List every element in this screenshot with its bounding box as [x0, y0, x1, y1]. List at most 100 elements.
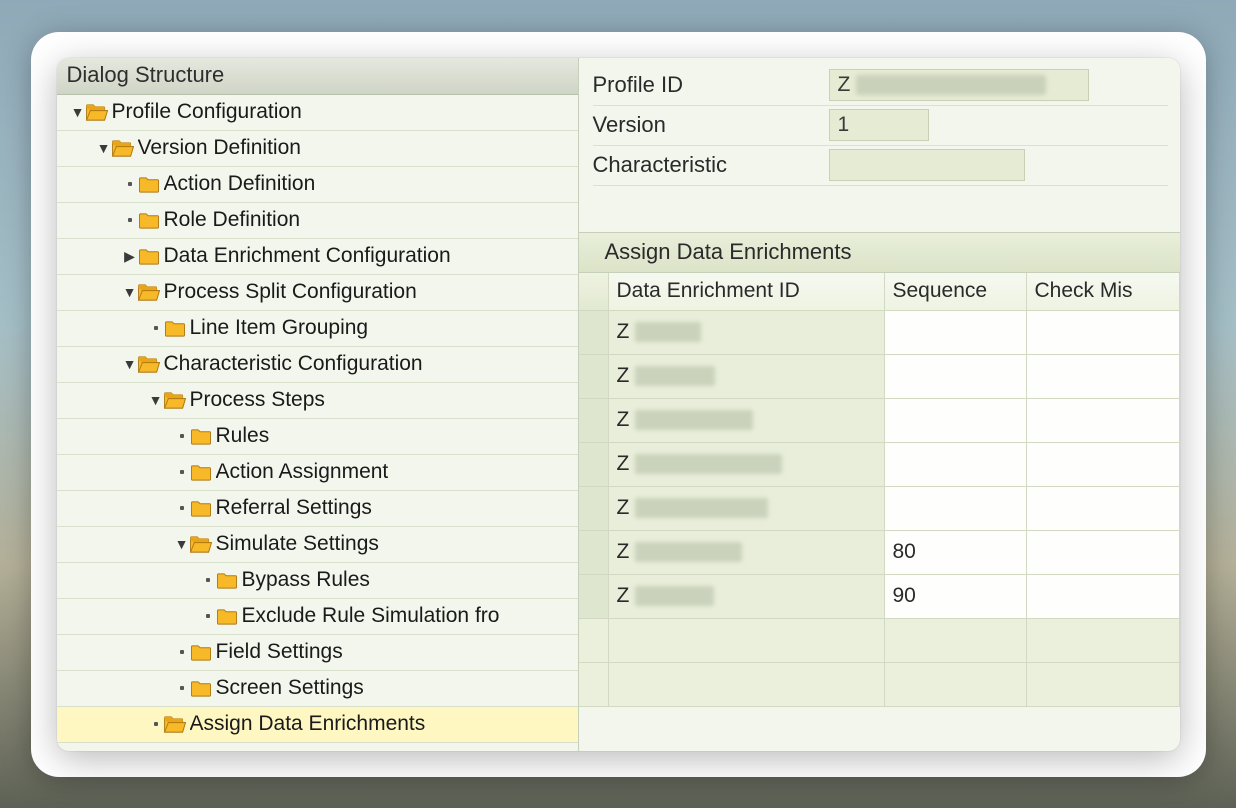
cell-sequence[interactable] — [885, 619, 1027, 662]
cell-sequence[interactable] — [885, 487, 1027, 530]
folder-icon — [189, 679, 213, 698]
tree-node[interactable]: ▶ Data Enrichment Configuration — [57, 239, 578, 275]
folder-open-icon — [189, 535, 213, 554]
cell-enrichment-id[interactable] — [609, 619, 885, 662]
cell-sequence[interactable] — [885, 399, 1027, 442]
tree-node-label: Role Definition — [164, 208, 301, 232]
grid-header-id[interactable]: Data Enrichment ID — [609, 273, 885, 310]
folder-icon — [137, 247, 161, 266]
table-row-empty[interactable] — [579, 619, 1180, 663]
cell-sequence[interactable] — [885, 311, 1027, 354]
redacted — [635, 542, 742, 562]
folder-open-icon — [85, 103, 109, 122]
profile-id-field[interactable]: Z — [829, 69, 1089, 101]
tree-node[interactable]: ▼ Characteristic Configuration — [57, 347, 578, 383]
row-selector[interactable] — [579, 443, 609, 486]
cell-sequence[interactable]: 90 — [885, 575, 1027, 618]
row-selector[interactable] — [579, 619, 609, 662]
collapse-icon[interactable]: ▼ — [149, 392, 163, 408]
row-selector[interactable] — [579, 663, 609, 706]
grid-header-check[interactable]: Check Mis — [1027, 273, 1180, 310]
form-row-characteristic: Characteristic — [593, 146, 1168, 186]
tree-node[interactable]: ▼ Process Split Configuration — [57, 275, 578, 311]
row-selector[interactable] — [579, 355, 609, 398]
tree-node[interactable]: Referral Settings — [57, 491, 578, 527]
tree-node[interactable]: Bypass Rules — [57, 563, 578, 599]
redacted — [635, 498, 768, 518]
folder-icon — [215, 607, 239, 626]
cell-enrichment-id[interactable] — [609, 663, 885, 706]
row-selector[interactable] — [579, 311, 609, 354]
tree-node[interactable]: Line Item Grouping — [57, 311, 578, 347]
cell-check-missing[interactable] — [1027, 487, 1180, 530]
table-row[interactable]: Z — [579, 311, 1180, 355]
id-prefix: Z — [617, 540, 630, 564]
tree-node[interactable]: Action Definition — [57, 167, 578, 203]
leaf-bullet-icon — [149, 717, 163, 731]
table-row[interactable]: Z — [579, 487, 1180, 531]
cell-check-missing[interactable] — [1027, 619, 1180, 662]
tree-node[interactable]: Rules — [57, 419, 578, 455]
folder-icon — [215, 571, 239, 590]
collapse-icon[interactable]: ▼ — [71, 104, 85, 120]
tree-node[interactable]: Exclude Rule Simulation fro — [57, 599, 578, 635]
row-selector[interactable] — [579, 487, 609, 530]
cell-check-missing[interactable] — [1027, 663, 1180, 706]
characteristic-field[interactable] — [829, 149, 1025, 181]
tree-node-label: Process Steps — [190, 388, 325, 412]
table-row[interactable]: Z — [579, 443, 1180, 487]
cell-check-missing[interactable] — [1027, 443, 1180, 486]
tree-body: ▼ Profile Configuration▼ Version Definit… — [57, 95, 578, 751]
tree-node[interactable]: ▼ Version Definition — [57, 131, 578, 167]
tree-node-label: Field Settings — [216, 640, 343, 664]
cell-sequence[interactable] — [885, 355, 1027, 398]
collapse-icon[interactable]: ▼ — [123, 356, 137, 372]
tree-node[interactable]: ▼ Simulate Settings — [57, 527, 578, 563]
tree-node[interactable]: ▼ Profile Configuration — [57, 95, 578, 131]
tree-node[interactable]: Role Definition — [57, 203, 578, 239]
cell-check-missing[interactable] — [1027, 311, 1180, 354]
cell-enrichment-id[interactable]: Z — [609, 443, 885, 486]
tree-node[interactable]: ▼ Process Steps — [57, 383, 578, 419]
grid-header-seq[interactable]: Sequence — [885, 273, 1027, 310]
row-selector[interactable] — [579, 575, 609, 618]
expand-icon[interactable]: ▶ — [123, 248, 137, 265]
cell-enrichment-id[interactable]: Z — [609, 487, 885, 530]
card-container: Dialog Structure ▼ Profile Configuration… — [31, 32, 1206, 777]
table-row[interactable]: Z 80 — [579, 531, 1180, 575]
cell-sequence[interactable] — [885, 663, 1027, 706]
row-selector[interactable] — [579, 399, 609, 442]
cell-sequence[interactable]: 80 — [885, 531, 1027, 574]
id-prefix: Z — [617, 408, 630, 432]
cell-enrichment-id[interactable]: Z — [609, 531, 885, 574]
cell-check-missing[interactable] — [1027, 575, 1180, 618]
cell-enrichment-id[interactable]: Z — [609, 311, 885, 354]
collapse-icon[interactable]: ▼ — [175, 536, 189, 552]
table-row[interactable]: Z — [579, 355, 1180, 399]
cell-enrichment-id[interactable]: Z — [609, 355, 885, 398]
cell-check-missing[interactable] — [1027, 399, 1180, 442]
cell-check-missing[interactable] — [1027, 531, 1180, 574]
table-row[interactable]: Z — [579, 399, 1180, 443]
cell-enrichment-id[interactable]: Z — [609, 575, 885, 618]
tree-node[interactable]: Action Assignment — [57, 455, 578, 491]
leaf-bullet-icon — [175, 429, 189, 443]
tree-node[interactable]: Assign Data Enrichments — [57, 707, 578, 743]
grid-header-selector[interactable] — [579, 273, 609, 310]
table-row-empty[interactable] — [579, 663, 1180, 707]
table-row[interactable]: Z90 — [579, 575, 1180, 619]
collapse-icon[interactable]: ▼ — [123, 284, 137, 300]
tree-node-label: Action Definition — [164, 172, 316, 196]
tree-node[interactable]: Field Settings — [57, 635, 578, 671]
folder-icon — [189, 499, 213, 518]
tree-node[interactable]: Screen Settings — [57, 671, 578, 707]
collapse-icon[interactable]: ▼ — [97, 140, 111, 156]
id-prefix: Z — [617, 364, 630, 388]
row-selector[interactable] — [579, 531, 609, 574]
tree-node-label: Rules — [216, 424, 270, 448]
cell-enrichment-id[interactable]: Z — [609, 399, 885, 442]
folder-open-icon — [163, 715, 187, 734]
cell-sequence[interactable] — [885, 443, 1027, 486]
cell-check-missing[interactable] — [1027, 355, 1180, 398]
version-field[interactable]: 1 — [829, 109, 929, 141]
